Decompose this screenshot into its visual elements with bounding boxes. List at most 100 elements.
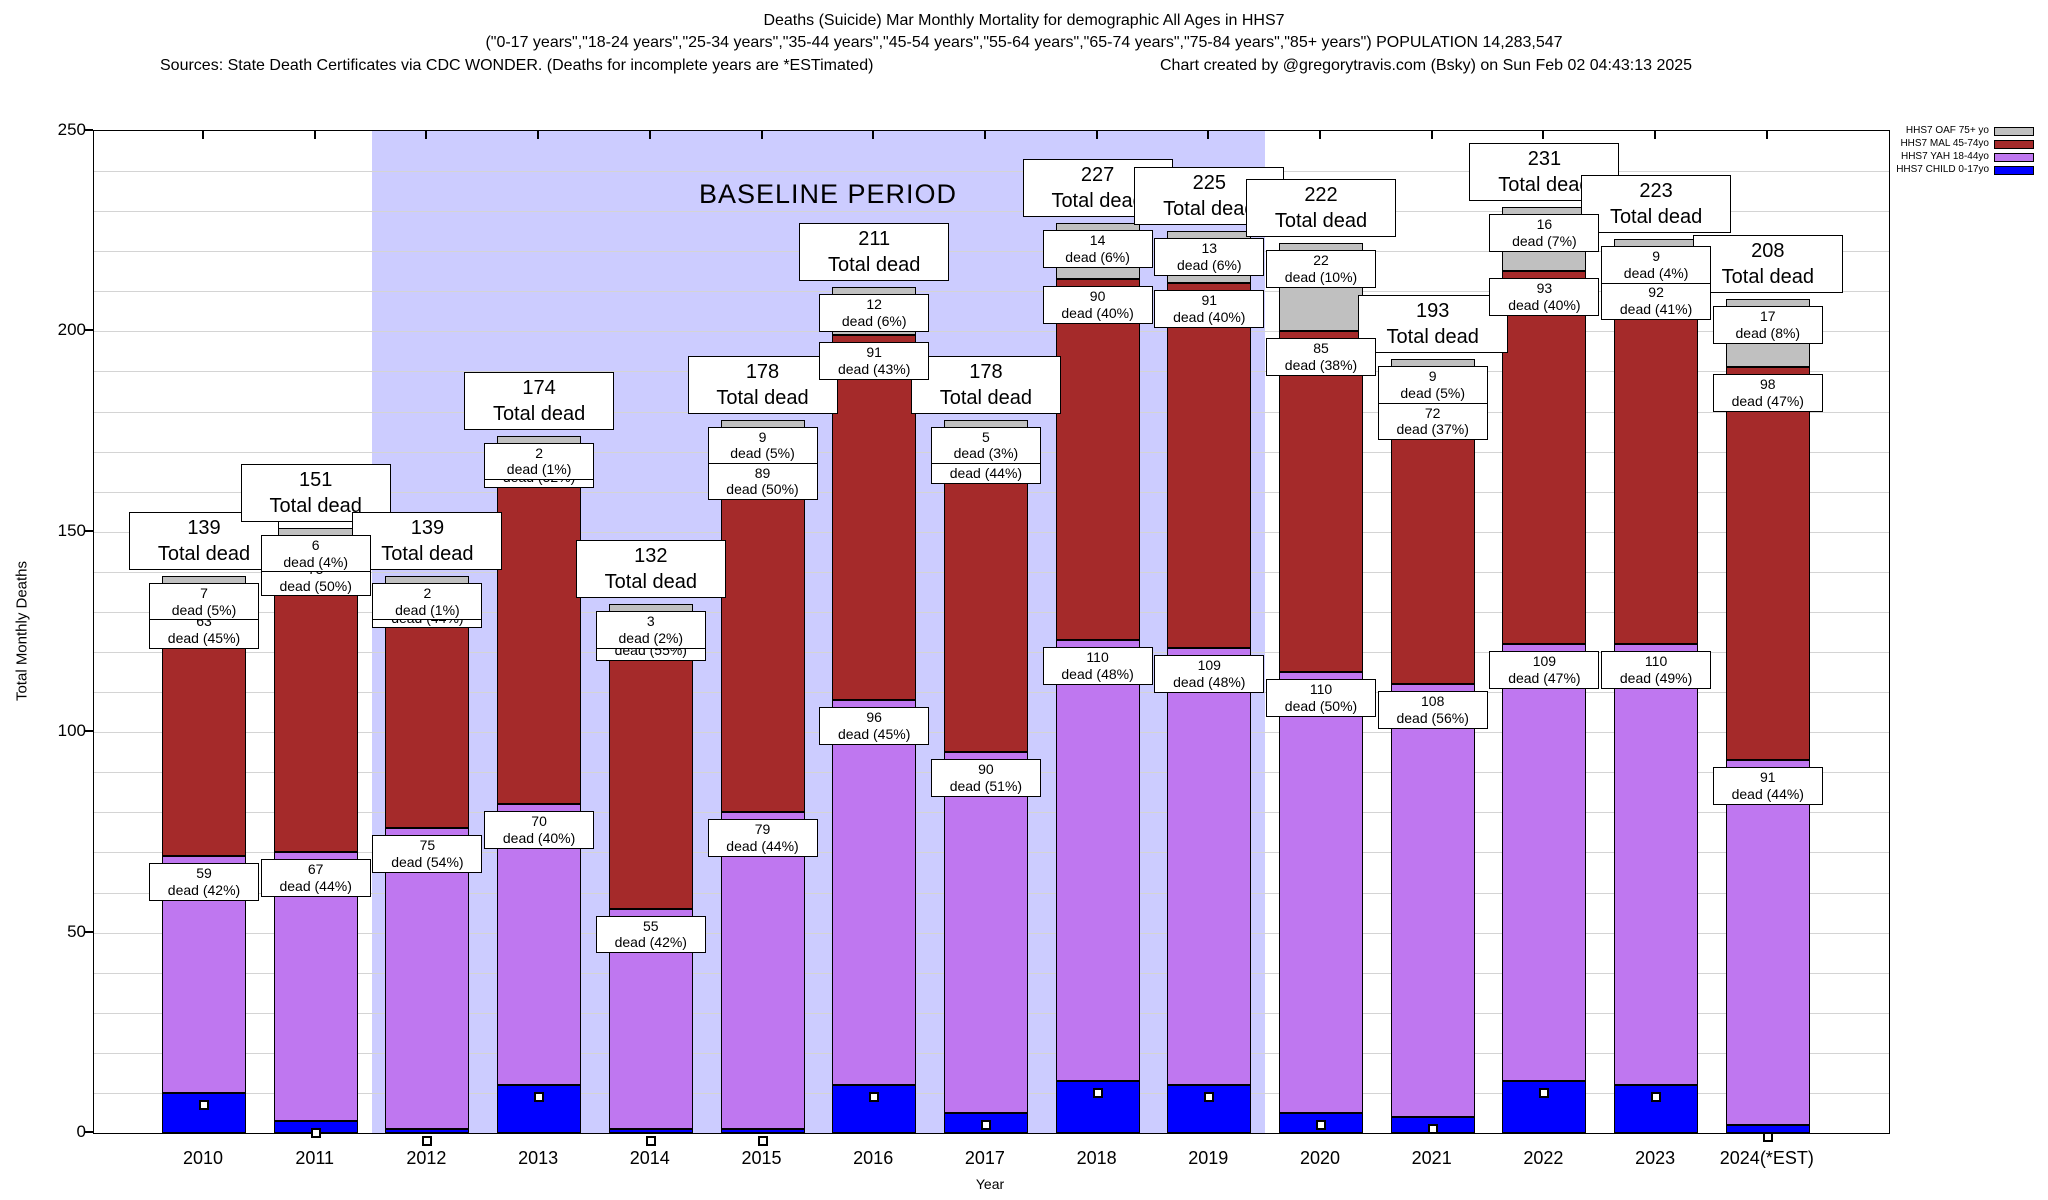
segment-value: 90 [978, 761, 994, 778]
legend-label: HHS7 MAL 45-74yo [1900, 138, 1989, 149]
segment-value: 96 [866, 709, 882, 726]
gridline [94, 171, 1889, 173]
segment-label: 93 dead (40%) [1489, 278, 1600, 316]
segment-label: 59 dead (42%) [149, 863, 259, 902]
segment-value: 9 [758, 428, 767, 445]
segment-percent: dead (43%) [837, 361, 911, 378]
bar-segment-hhs7-mal-45-74yo [943, 439, 1028, 753]
segment-value: 14 [1089, 232, 1106, 249]
x-tick [313, 131, 316, 139]
segment-label: 85 dead (38%) [1266, 338, 1376, 376]
segment-label: 9 dead (5%) [707, 426, 818, 465]
segment-label: 9 dead (5%) [1377, 366, 1488, 405]
segment-label: 3 dead (2%) [595, 610, 706, 649]
segment-percent: dead (40%) [1508, 297, 1581, 314]
segment-value: 72 [1424, 404, 1441, 421]
legend: HHS7 OAF 75+ yo HHS7 MAL 45-74yo HHS7 YAH … [1896, 126, 2034, 178]
bar-segment-hhs7-mal-45-74yo [1390, 395, 1475, 685]
segment-percent: dead (45%) [167, 629, 241, 646]
x-axis-tick-label: 2012 [406, 1148, 447, 1168]
bar-segment-hhs7-mal-45-74yo [273, 551, 358, 853]
segment-percent: dead (47%) [1508, 669, 1581, 686]
segment-percent: dead (2%) [618, 629, 684, 646]
segment-percent: dead (40%) [1061, 305, 1134, 322]
plot-area: BASELINE PERIOD 59 dead (42%) 63 dead (45%) 7… [93, 130, 1890, 1147]
bar-segment-hhs7-child-0-17yo [162, 1092, 246, 1133]
segment-percent: dead (42%) [167, 882, 241, 899]
legend-item: HHS7 OAF 75+ yo [1896, 126, 2034, 136]
y-axis-tick-label: 50 [67, 921, 86, 941]
segment-value: 110 [1644, 653, 1668, 670]
point-marker [1092, 1087, 1103, 1098]
segment-label: 67 dead (44%) [260, 859, 371, 898]
segment-value: 91 [1760, 769, 1776, 786]
x-axis-tick-label: 2019 [1188, 1148, 1229, 1168]
bar-segment-hhs7-mal-45-74yo [1614, 275, 1699, 645]
segment-percent: dead (3%) [953, 445, 1019, 462]
segment-percent: dead (10%) [1284, 269, 1358, 286]
point-marker [645, 1136, 656, 1147]
x-tick [425, 131, 428, 139]
bar-segment-hhs7-mal-45-74yo [1055, 279, 1140, 641]
total-dead-label: 132 Total dead [575, 539, 726, 598]
gridline [94, 211, 1889, 213]
segment-value: 9 [1652, 248, 1660, 265]
gridline [94, 251, 1889, 253]
bar-segment-hhs7-mal-45-74yo [1279, 331, 1363, 673]
x-axis-tick-label: 2017 [964, 1148, 1005, 1168]
segment-percent: dead (5%) [1400, 385, 1465, 402]
segment-label: 2 dead (1%) [484, 442, 595, 481]
point-marker [869, 1091, 880, 1102]
segment-label: 17 dead (8%) [1712, 306, 1823, 344]
segment-percent: dead (50%) [726, 481, 799, 498]
segment-value: 6 [311, 536, 320, 553]
legend-swatch [1994, 152, 2034, 162]
total-text: Total dead [269, 494, 362, 517]
bar-segment-hhs7-mal-45-74yo [720, 455, 805, 813]
chart-title-line1: Deaths (Suicide) Mar Monthly Mortality f… [763, 12, 1285, 29]
x-tick [1430, 131, 1433, 139]
x-tick [537, 131, 540, 139]
x-tick [1654, 131, 1657, 139]
segment-percent: dead (47%) [1731, 393, 1804, 410]
segment-percent: dead (37%) [1396, 421, 1469, 438]
point-marker [1427, 1123, 1438, 1134]
chart-credit-note: Chart created by @gregorytravis.com (Bsk… [1160, 57, 1693, 74]
segment-label: 75 dead (54%) [372, 835, 483, 873]
total-value: 174 [522, 376, 556, 399]
segment-value: 89 [754, 464, 771, 481]
total-text: Total dead [828, 254, 921, 277]
total-text: Total dead [1498, 174, 1591, 197]
y-tick [84, 529, 93, 532]
legend-swatch [1994, 139, 2034, 149]
segment-label: 72 dead (37%) [1377, 402, 1488, 441]
bar-segment-hhs7-yah-18-44yo [1390, 684, 1475, 1117]
x-tick [760, 131, 763, 139]
x-axis-title: Year [975, 1176, 1005, 1192]
bar-segment-hhs7-yah-18-44yo [1279, 672, 1363, 1113]
segment-percent: dead (48%) [1061, 665, 1134, 682]
x-tick [1765, 131, 1768, 139]
total-text: Total dead [492, 402, 586, 425]
y-axis-title: Total Monthly Deaths [13, 560, 31, 702]
point-marker [422, 1136, 433, 1147]
total-dead-label: 208 Total dead [1692, 235, 1843, 294]
x-tick [983, 131, 986, 139]
total-value: 211 [858, 228, 891, 251]
point-marker [980, 1119, 991, 1130]
total-value: 139 [410, 516, 445, 539]
total-dead-label: 178 Total dead [687, 355, 838, 414]
segment-value: 92 [1648, 284, 1664, 301]
segment-label: 108 dead (56%) [1377, 691, 1488, 729]
bar-segment-hhs7-yah-18-44yo [1055, 640, 1140, 1081]
segment-value: 90 [1089, 288, 1106, 305]
segment-label: 109 dead (48%) [1154, 655, 1265, 693]
x-tick [1095, 131, 1098, 139]
bar-segment-hhs7-yah-18-44yo [1614, 644, 1699, 1085]
segment-percent: dead (50%) [1284, 697, 1358, 714]
total-text: Total dead [1274, 210, 1368, 233]
segment-label: 7 dead (5%) [149, 582, 259, 621]
segment-label: 110 dead (50%) [1266, 679, 1376, 717]
y-tick [84, 730, 93, 733]
point-marker [199, 1099, 209, 1110]
